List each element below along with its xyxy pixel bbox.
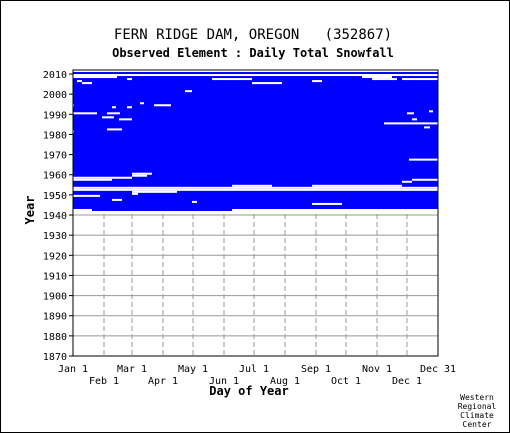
missing-gap (102, 116, 114, 119)
y-tick-label: 1950 (43, 191, 67, 202)
x-tick-label: Nov 1 (362, 364, 392, 375)
x-tick-label: Jul 1 (239, 364, 269, 375)
missing-year-band (73, 70, 438, 73)
x-tick-label: Oct 1 (331, 376, 361, 387)
missing-gap (372, 78, 397, 81)
missing-gap (192, 200, 197, 203)
x-tick-label: May 1 (178, 364, 208, 375)
y-tick-label: 2000 (43, 90, 67, 101)
missing-gap (409, 158, 438, 161)
missing-gap (107, 128, 122, 131)
x-tick-label: Dec 31 (420, 364, 456, 375)
missing-gap (312, 80, 322, 83)
missing-gap (384, 122, 438, 125)
missing-year-band (73, 186, 438, 189)
missing-gap (127, 78, 132, 81)
x-axis: Jan 1 Mar 1 May 1 Jul 1 Sep 1 Nov 1 Dec 31 Feb … (58, 364, 456, 387)
credit-block: Western Regional Climate Center (458, 393, 497, 429)
x-tick-label: Jun 1 (209, 376, 239, 387)
plot-border (72, 69, 439, 357)
x-tick-label: Dec 1 (392, 376, 422, 387)
missing-gap (112, 198, 122, 201)
missing-year-band (73, 188, 438, 191)
y-tick-label: 1900 (43, 292, 67, 303)
credit-line-1: Western (460, 393, 494, 402)
missing-gap (402, 180, 412, 183)
missing-gap (107, 112, 120, 115)
missing-year-band (73, 74, 438, 77)
missing-gap (252, 82, 282, 85)
missing-gap (77, 80, 82, 83)
y-tick-label: 1920 (43, 251, 67, 262)
plot-area (72, 69, 439, 357)
y-axis-label: Year (23, 196, 37, 225)
missing-gap (82, 82, 92, 85)
y-tick-label: 1940 (43, 211, 67, 222)
missing-gap (119, 118, 132, 121)
chart-subtitle: Observed Element : Daily Total Snowfall (112, 46, 394, 60)
missing-gap (232, 208, 438, 211)
missing-gap (312, 202, 342, 205)
missing-gap (312, 184, 402, 187)
y-tick-label: 1930 (43, 231, 67, 242)
missing-gap (407, 112, 414, 115)
missing-gap (362, 76, 392, 79)
missing-gap (212, 78, 252, 81)
x-tick-label: Aug 1 (270, 376, 300, 387)
y-tick-label: 1960 (43, 171, 67, 182)
y-tick-label: 1910 (43, 271, 67, 282)
missing-gap (402, 78, 438, 81)
missing-gap (73, 208, 92, 211)
missing-gap (73, 176, 132, 179)
x-axis-label: Day of Year (209, 384, 288, 398)
x-tick-label: Feb 1 (89, 376, 119, 387)
missing-gap (73, 76, 117, 79)
chart-title: FERN RIDGE DAM, OREGON (352867) (114, 27, 392, 43)
missing-gap (73, 112, 97, 115)
missing-gap (429, 110, 433, 113)
y-tick-label: 1970 (43, 151, 67, 162)
missing-gap (154, 104, 171, 107)
y-tick-label: 1890 (43, 312, 67, 323)
y-axis: 1870 1880 1890 1900 1910 1920 1930 1940 1950 1960… (43, 70, 73, 363)
missing-gap (424, 126, 430, 129)
y-tick-label: 1870 (43, 352, 67, 363)
credit-line-4: Center (463, 420, 492, 429)
x-tick-label: Apr 1 (148, 376, 178, 387)
credit-line-3: Climate (460, 411, 494, 420)
credit-line-2: Regional (458, 402, 497, 411)
x-tick-label: Mar 1 (117, 364, 147, 375)
missing-gap (132, 172, 152, 175)
missing-gap (412, 118, 417, 121)
missing-gap (132, 192, 138, 195)
missing-gap (127, 106, 132, 109)
missing-gap (132, 174, 147, 177)
missing-gap (73, 178, 112, 181)
missing-gap (140, 102, 144, 105)
missing-gap (132, 190, 177, 193)
y-tick-label: 1980 (43, 130, 67, 141)
y-tick-label: 1880 (43, 332, 67, 343)
missing-gap (412, 178, 438, 181)
missing-gap (185, 90, 192, 93)
missing-gap (73, 194, 100, 197)
x-tick-label: Sep 1 (301, 364, 331, 375)
y-tick-label: 2010 (43, 70, 67, 81)
x-tick-label: Jan 1 (58, 364, 88, 375)
data-coverage (73, 70, 438, 211)
missing-gap (112, 106, 116, 109)
missing-gap (232, 184, 272, 187)
y-tick-label: 1990 (43, 110, 67, 121)
